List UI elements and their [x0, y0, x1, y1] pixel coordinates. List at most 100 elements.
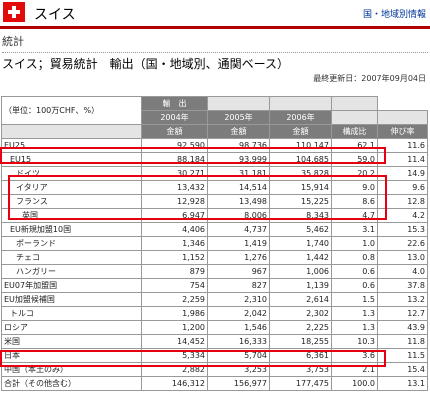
- value-cell: 15,914: [269, 180, 332, 195]
- page-header: スイス 国・地域別情報: [0, 0, 430, 29]
- table-row: EU新規加盟10国 4,406 4,737 5,462 3.1 15.3: [1, 222, 428, 237]
- share-cell: 62.1: [331, 138, 378, 153]
- row-label: ドイツ: [1, 166, 142, 181]
- trade-table: （単位：100万CHF、%） 輸 出 2004年 2005年 2006年 金額 …: [1, 96, 428, 391]
- value-cell: 1,276: [207, 250, 270, 265]
- share-cell: 100.0: [331, 376, 378, 391]
- row-label: EU07年加盟国: [1, 278, 142, 293]
- growth-cell: 15.3: [377, 222, 428, 237]
- value-cell: 4,406: [141, 222, 208, 237]
- table-row: EU加盟候補国 2,259 2,310 2,614 1.5 13.2: [1, 292, 428, 307]
- value-cell: 3,753: [269, 362, 332, 377]
- value-cell: 1,006: [269, 264, 332, 279]
- value-cell: 6,361: [269, 348, 332, 363]
- row-label: EU新規加盟10国: [1, 222, 142, 237]
- row-label: 合計（その他含む）: [1, 376, 142, 391]
- value-cell: 2,259: [141, 292, 208, 307]
- table-row: ポーランド 1,346 1,419 1,740 1.0 22.6: [1, 236, 428, 251]
- value-cell: 2,302: [269, 306, 332, 321]
- value-cell: 1,986: [141, 306, 208, 321]
- growth-header: 伸び率: [377, 124, 428, 139]
- row-label: イタリア: [1, 180, 142, 195]
- table-row: トルコ 1,986 2,042 2,302 1.3 12.7: [1, 306, 428, 321]
- growth-cell: 13.1: [377, 376, 428, 391]
- table-row: ロシア 1,200 1,546 2,225 1.3 43.9: [1, 320, 428, 335]
- value-cell: 5,334: [141, 348, 208, 363]
- value-cell: 18,255: [269, 334, 332, 349]
- value-cell: 1,152: [141, 250, 208, 265]
- swiss-flag-icon: [3, 2, 25, 22]
- value-cell: 31,181: [207, 166, 270, 181]
- amount-header: 金額: [207, 124, 270, 139]
- growth-cell: 9.6: [377, 180, 428, 195]
- value-cell: 3,253: [207, 362, 270, 377]
- share-cell: 8.6: [331, 194, 378, 209]
- growth-cell: 12.8: [377, 194, 428, 209]
- growth-cell: 13.2: [377, 292, 428, 307]
- export-header: 輸 出: [141, 96, 208, 111]
- value-cell: 5,704: [207, 348, 270, 363]
- table-row: 日本 5,334 5,704 6,361 3.6 11.5: [1, 348, 428, 363]
- value-cell: 2,882: [141, 362, 208, 377]
- value-cell: 156,977: [207, 376, 270, 391]
- value-cell: 4,737: [207, 222, 270, 237]
- growth-cell: 37.8: [377, 278, 428, 293]
- share-cell: 1.5: [331, 292, 378, 307]
- table-row: EU15 88,184 93,999 104,685 59.0 11.4: [1, 152, 428, 167]
- value-cell: 15,225: [269, 194, 332, 209]
- share-cell: 1.3: [331, 320, 378, 335]
- growth-cell: 22.6: [377, 236, 428, 251]
- country-title: スイス: [34, 7, 76, 23]
- value-cell: 110,147: [269, 138, 332, 153]
- share-header: 構成比: [331, 124, 378, 139]
- growth-cell: 13.0: [377, 250, 428, 265]
- table-row: 英国 6,947 8,006 8,343 4.7 4.2: [1, 208, 428, 223]
- row-label: ロシア: [1, 320, 142, 335]
- value-cell: 35,828: [269, 166, 332, 181]
- section-label: 統計: [2, 33, 428, 53]
- value-cell: 1,442: [269, 250, 332, 265]
- table-row: 米国 14,452 16,333 18,255 10.3 11.8: [1, 334, 428, 349]
- value-cell: 2,310: [207, 292, 270, 307]
- value-cell: 13,498: [207, 194, 270, 209]
- share-cell: 1.3: [331, 306, 378, 321]
- row-label: EU15: [1, 152, 142, 167]
- growth-cell: 11.5: [377, 348, 428, 363]
- value-cell: 754: [141, 278, 208, 293]
- amount-header: 金額: [269, 124, 332, 139]
- value-cell: 93,999: [207, 152, 270, 167]
- country-info-link[interactable]: 国・地域別情報: [362, 10, 426, 20]
- value-cell: 14,452: [141, 334, 208, 349]
- growth-cell: 4.0: [377, 264, 428, 279]
- table-row: ドイツ 30,271 31,181 35,828 20.2 14.9: [1, 166, 428, 181]
- table-row: 合計（その他含む） 146,312 156,977 177,475 100.0 13.1: [1, 376, 428, 391]
- row-label: EU25: [1, 138, 142, 153]
- value-cell: 146,312: [141, 376, 208, 391]
- value-cell: 12,928: [141, 194, 208, 209]
- table-row: フランス 12,928 13,498 15,225 8.6 12.8: [1, 194, 428, 209]
- share-cell: 20.2: [331, 166, 378, 181]
- value-cell: 1,346: [141, 236, 208, 251]
- share-cell: 0.6: [331, 278, 378, 293]
- value-cell: 177,475: [269, 376, 332, 391]
- value-cell: 1,139: [269, 278, 332, 293]
- value-cell: 1,419: [207, 236, 270, 251]
- share-cell: 1.0: [331, 236, 378, 251]
- growth-cell: 12.7: [377, 306, 428, 321]
- share-cell: 10.3: [331, 334, 378, 349]
- value-cell: 30,271: [141, 166, 208, 181]
- year-header: 2005年: [207, 110, 270, 125]
- growth-cell: 43.9: [377, 320, 428, 335]
- value-cell: 6,947: [141, 208, 208, 223]
- row-label: フランス: [1, 194, 142, 209]
- value-cell: 13,432: [141, 180, 208, 195]
- row-label: 英国: [1, 208, 142, 223]
- value-cell: 2,614: [269, 292, 332, 307]
- table-row: EU25 92,590 98,736 110,147 62.1 11.6: [1, 138, 428, 153]
- value-cell: 104,685: [269, 152, 332, 167]
- share-cell: 4.7: [331, 208, 378, 223]
- share-cell: 0.8: [331, 250, 378, 265]
- row-label: ポーランド: [1, 236, 142, 251]
- value-cell: 1,200: [141, 320, 208, 335]
- value-cell: 14,514: [207, 180, 270, 195]
